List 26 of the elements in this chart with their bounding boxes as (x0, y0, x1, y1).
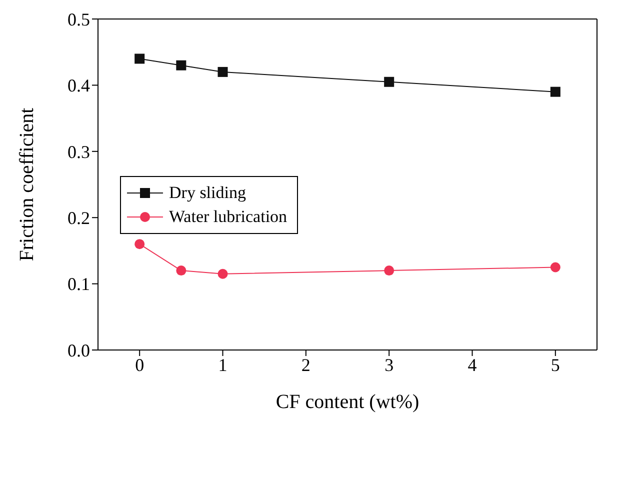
point (384, 76, 394, 87)
point (550, 262, 560, 272)
point (218, 268, 228, 279)
point (384, 266, 394, 276)
x-tick-label: 5 (550, 354, 560, 375)
y-tick-label: 0.4 (68, 76, 90, 96)
point (134, 239, 145, 250)
y-tick-label: 0.2 (68, 208, 90, 228)
y-tick-label: 0.3 (68, 142, 90, 162)
legend-label: Water lubrication (169, 207, 288, 227)
point (550, 86, 560, 97)
y-tick-label: 0.1 (68, 274, 90, 294)
point (134, 54, 145, 64)
x-tick-label: 0 (135, 354, 144, 375)
point (176, 266, 186, 276)
x-tick-label: 3 (384, 354, 394, 375)
point (218, 66, 228, 77)
legend-label: Dry sliding (169, 183, 246, 203)
y-tick-label: 0.5 (68, 9, 90, 30)
y-tick-label: 0.0 (68, 340, 90, 360)
point (176, 60, 186, 70)
x-axis-title: CF content (wt%) (276, 391, 420, 413)
x-tick-label: 4 (468, 354, 477, 375)
x-tick-label: 1 (218, 354, 228, 375)
x-tick-label: 2 (301, 354, 310, 375)
y-axis-title: Friction coefficient (16, 107, 38, 262)
